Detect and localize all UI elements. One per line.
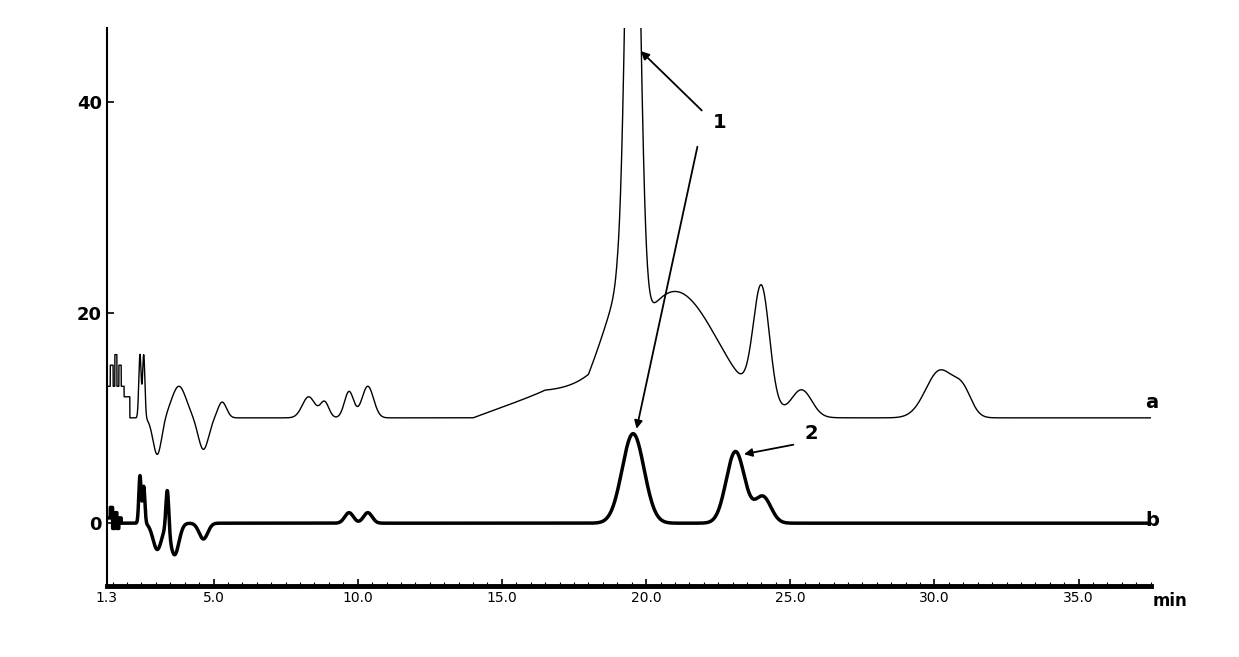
Text: b: b	[1145, 510, 1158, 530]
Text: 2: 2	[804, 424, 818, 443]
Text: min: min	[1152, 592, 1187, 610]
Text: 1: 1	[712, 114, 726, 133]
Text: a: a	[1145, 392, 1158, 411]
